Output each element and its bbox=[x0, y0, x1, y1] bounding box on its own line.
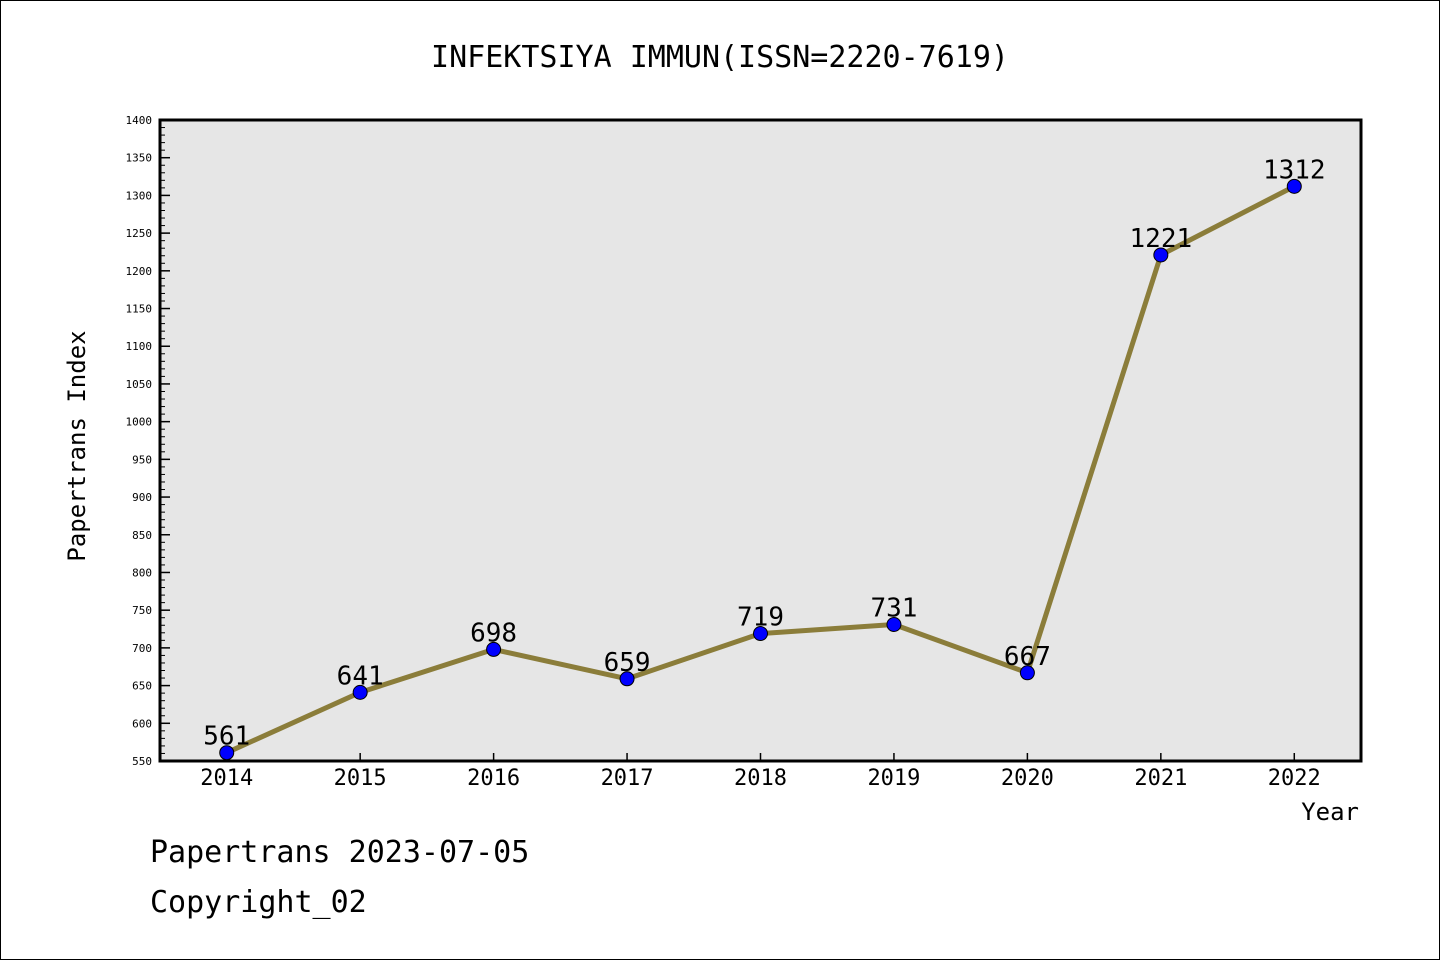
y-tick-label: 750 bbox=[132, 604, 152, 617]
y-tick-label: 900 bbox=[132, 491, 152, 504]
y-tick-label: 1150 bbox=[126, 303, 153, 316]
y-tick-label: 950 bbox=[132, 453, 152, 466]
chart-title: INFEKTSIYA IMMUN(ISSN=2220-7619) bbox=[431, 40, 1009, 75]
x-axis-label: Year bbox=[1301, 798, 1359, 826]
x-tick-label: 2020 bbox=[1001, 766, 1054, 791]
y-tick-label: 850 bbox=[132, 529, 152, 542]
y-tick-label: 1100 bbox=[126, 340, 153, 353]
y-tick-label: 1250 bbox=[126, 227, 153, 240]
x-tick-label: 2022 bbox=[1268, 766, 1321, 791]
data-labels: 561 641 698 659 719 731 667 1221 1312 bbox=[203, 155, 1325, 751]
y-tick-label: 1200 bbox=[126, 265, 153, 278]
data-label: 731 bbox=[870, 594, 917, 624]
y-tick-label: 1350 bbox=[126, 152, 153, 165]
data-label: 698 bbox=[470, 618, 517, 648]
y-tick-label: 700 bbox=[132, 642, 152, 655]
x-axis: 2014 2015 2016 2017 2018 2019 2020 2021 2022 bbox=[200, 753, 1321, 791]
data-label: 659 bbox=[604, 648, 651, 678]
x-tick-label: 2014 bbox=[200, 766, 253, 791]
y-axis-label: Papertrans Index bbox=[63, 330, 91, 561]
y-tick-label: 600 bbox=[132, 717, 152, 730]
x-tick-label: 2015 bbox=[334, 766, 387, 791]
data-label: 1312 bbox=[1263, 155, 1326, 185]
x-tick-label: 2018 bbox=[734, 766, 787, 791]
x-tick-label: 2016 bbox=[467, 766, 520, 791]
data-point bbox=[1286, 178, 1302, 194]
data-point bbox=[352, 684, 368, 700]
y-axis: 550 600 650 700 750 800 850 900 950 1000 1050 1100 1… bbox=[126, 114, 170, 768]
y-tick-label: 550 bbox=[132, 755, 152, 768]
data-point bbox=[1153, 247, 1169, 263]
x-tick-label: 2021 bbox=[1134, 766, 1187, 791]
data-point bbox=[486, 641, 502, 657]
data-label: 1221 bbox=[1130, 224, 1193, 254]
x-tick-label: 2019 bbox=[867, 766, 920, 791]
data-points bbox=[219, 178, 1302, 761]
data-label: 641 bbox=[337, 661, 384, 691]
y-tick-label: 1400 bbox=[126, 114, 153, 127]
y-tick-label: 1300 bbox=[126, 189, 153, 202]
plot-area bbox=[160, 120, 1361, 761]
data-label: 561 bbox=[203, 722, 250, 752]
data-point bbox=[753, 626, 768, 642]
data-point bbox=[1019, 665, 1035, 681]
y-tick-label: 650 bbox=[132, 680, 152, 693]
y-tick-label: 800 bbox=[132, 566, 152, 579]
footer-date: Papertrans 2023-07-05 bbox=[150, 835, 530, 870]
y-tick-label: 1050 bbox=[126, 378, 153, 391]
y-tick-label: 1000 bbox=[126, 416, 153, 429]
data-label: 719 bbox=[737, 603, 784, 633]
data-point bbox=[886, 617, 902, 633]
x-tick-label: 2017 bbox=[601, 766, 654, 791]
data-point bbox=[619, 671, 635, 687]
data-label: 667 bbox=[1004, 642, 1051, 672]
plot-border bbox=[158, 118, 1363, 763]
footer-copyright: Copyright_02 bbox=[150, 885, 367, 920]
